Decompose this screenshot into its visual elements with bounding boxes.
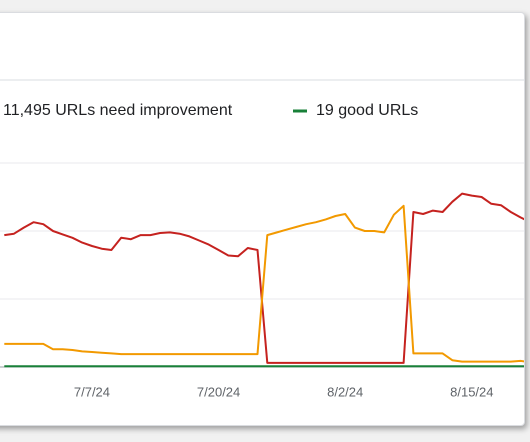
- legend-label: 19 good URLs: [316, 102, 418, 119]
- x-tick-label: 8/15/24: [450, 384, 493, 399]
- series-line: [4, 204, 524, 363]
- legend-label: 11,495 URLs need improvement: [3, 102, 233, 119]
- x-labels: 7/7/24 7/20/24 8/2/24 8/15/24: [74, 384, 494, 399]
- x-tick-label: 8/2/24: [327, 384, 363, 399]
- x-tick-label: 7/20/24: [197, 384, 240, 399]
- series-line: [4, 192, 524, 364]
- x-tick-label: 7/7/24: [74, 384, 110, 399]
- legend: 11,495 URLs need improvement 19 good URLs: [3, 102, 418, 119]
- plot: [4, 192, 524, 368]
- grid: [0, 162, 524, 300]
- chart-card: [0, 12, 525, 426]
